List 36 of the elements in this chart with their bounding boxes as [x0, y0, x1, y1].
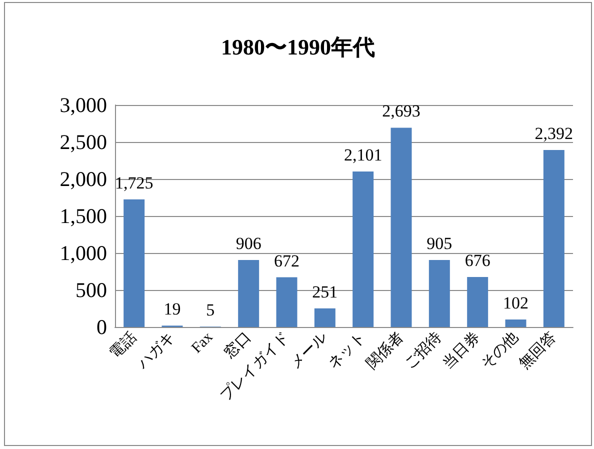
x-tick-label: メール	[287, 329, 331, 372]
x-tick-label: Fax	[188, 328, 216, 357]
data-label: 1,725	[114, 173, 154, 192]
data-label: 2,693	[382, 102, 420, 121]
bar	[276, 277, 298, 327]
bar	[428, 260, 450, 327]
data-label: 251	[312, 282, 338, 302]
bar	[390, 128, 412, 327]
data-label: 2,392	[534, 124, 574, 143]
data-label: 102	[503, 293, 528, 312]
data-label: 2,101	[344, 146, 382, 165]
bar	[543, 150, 564, 327]
bar	[124, 199, 145, 327]
data-label: 19	[164, 300, 181, 319]
y-tick-label: 500	[76, 278, 107, 302]
data-label: 676	[464, 250, 490, 270]
data-label: 905	[426, 234, 452, 254]
data-label: 906	[236, 234, 262, 253]
y-tick-label: 1,500	[60, 204, 107, 228]
bar	[352, 172, 374, 327]
y-tick-label: 0	[96, 315, 107, 339]
y-tick-label: 3,000	[60, 93, 107, 117]
data-label: 672	[274, 251, 300, 270]
bar	[314, 308, 336, 327]
chart-title: 1980〜1990年代	[221, 34, 375, 60]
x-tick-label: 当日券	[439, 328, 484, 372]
data-label: 5	[206, 300, 215, 320]
x-tick-label: 窓口	[221, 328, 254, 362]
bar	[238, 260, 260, 327]
x-tick-label: 関係者	[363, 328, 407, 372]
y-tick-label: 1,000	[60, 241, 107, 265]
x-tick-label: 電話	[106, 328, 140, 362]
bar	[505, 319, 526, 327]
y-tick-label: 2,000	[60, 167, 107, 191]
bar	[467, 276, 488, 327]
y-tick-label: 2,500	[60, 130, 107, 154]
